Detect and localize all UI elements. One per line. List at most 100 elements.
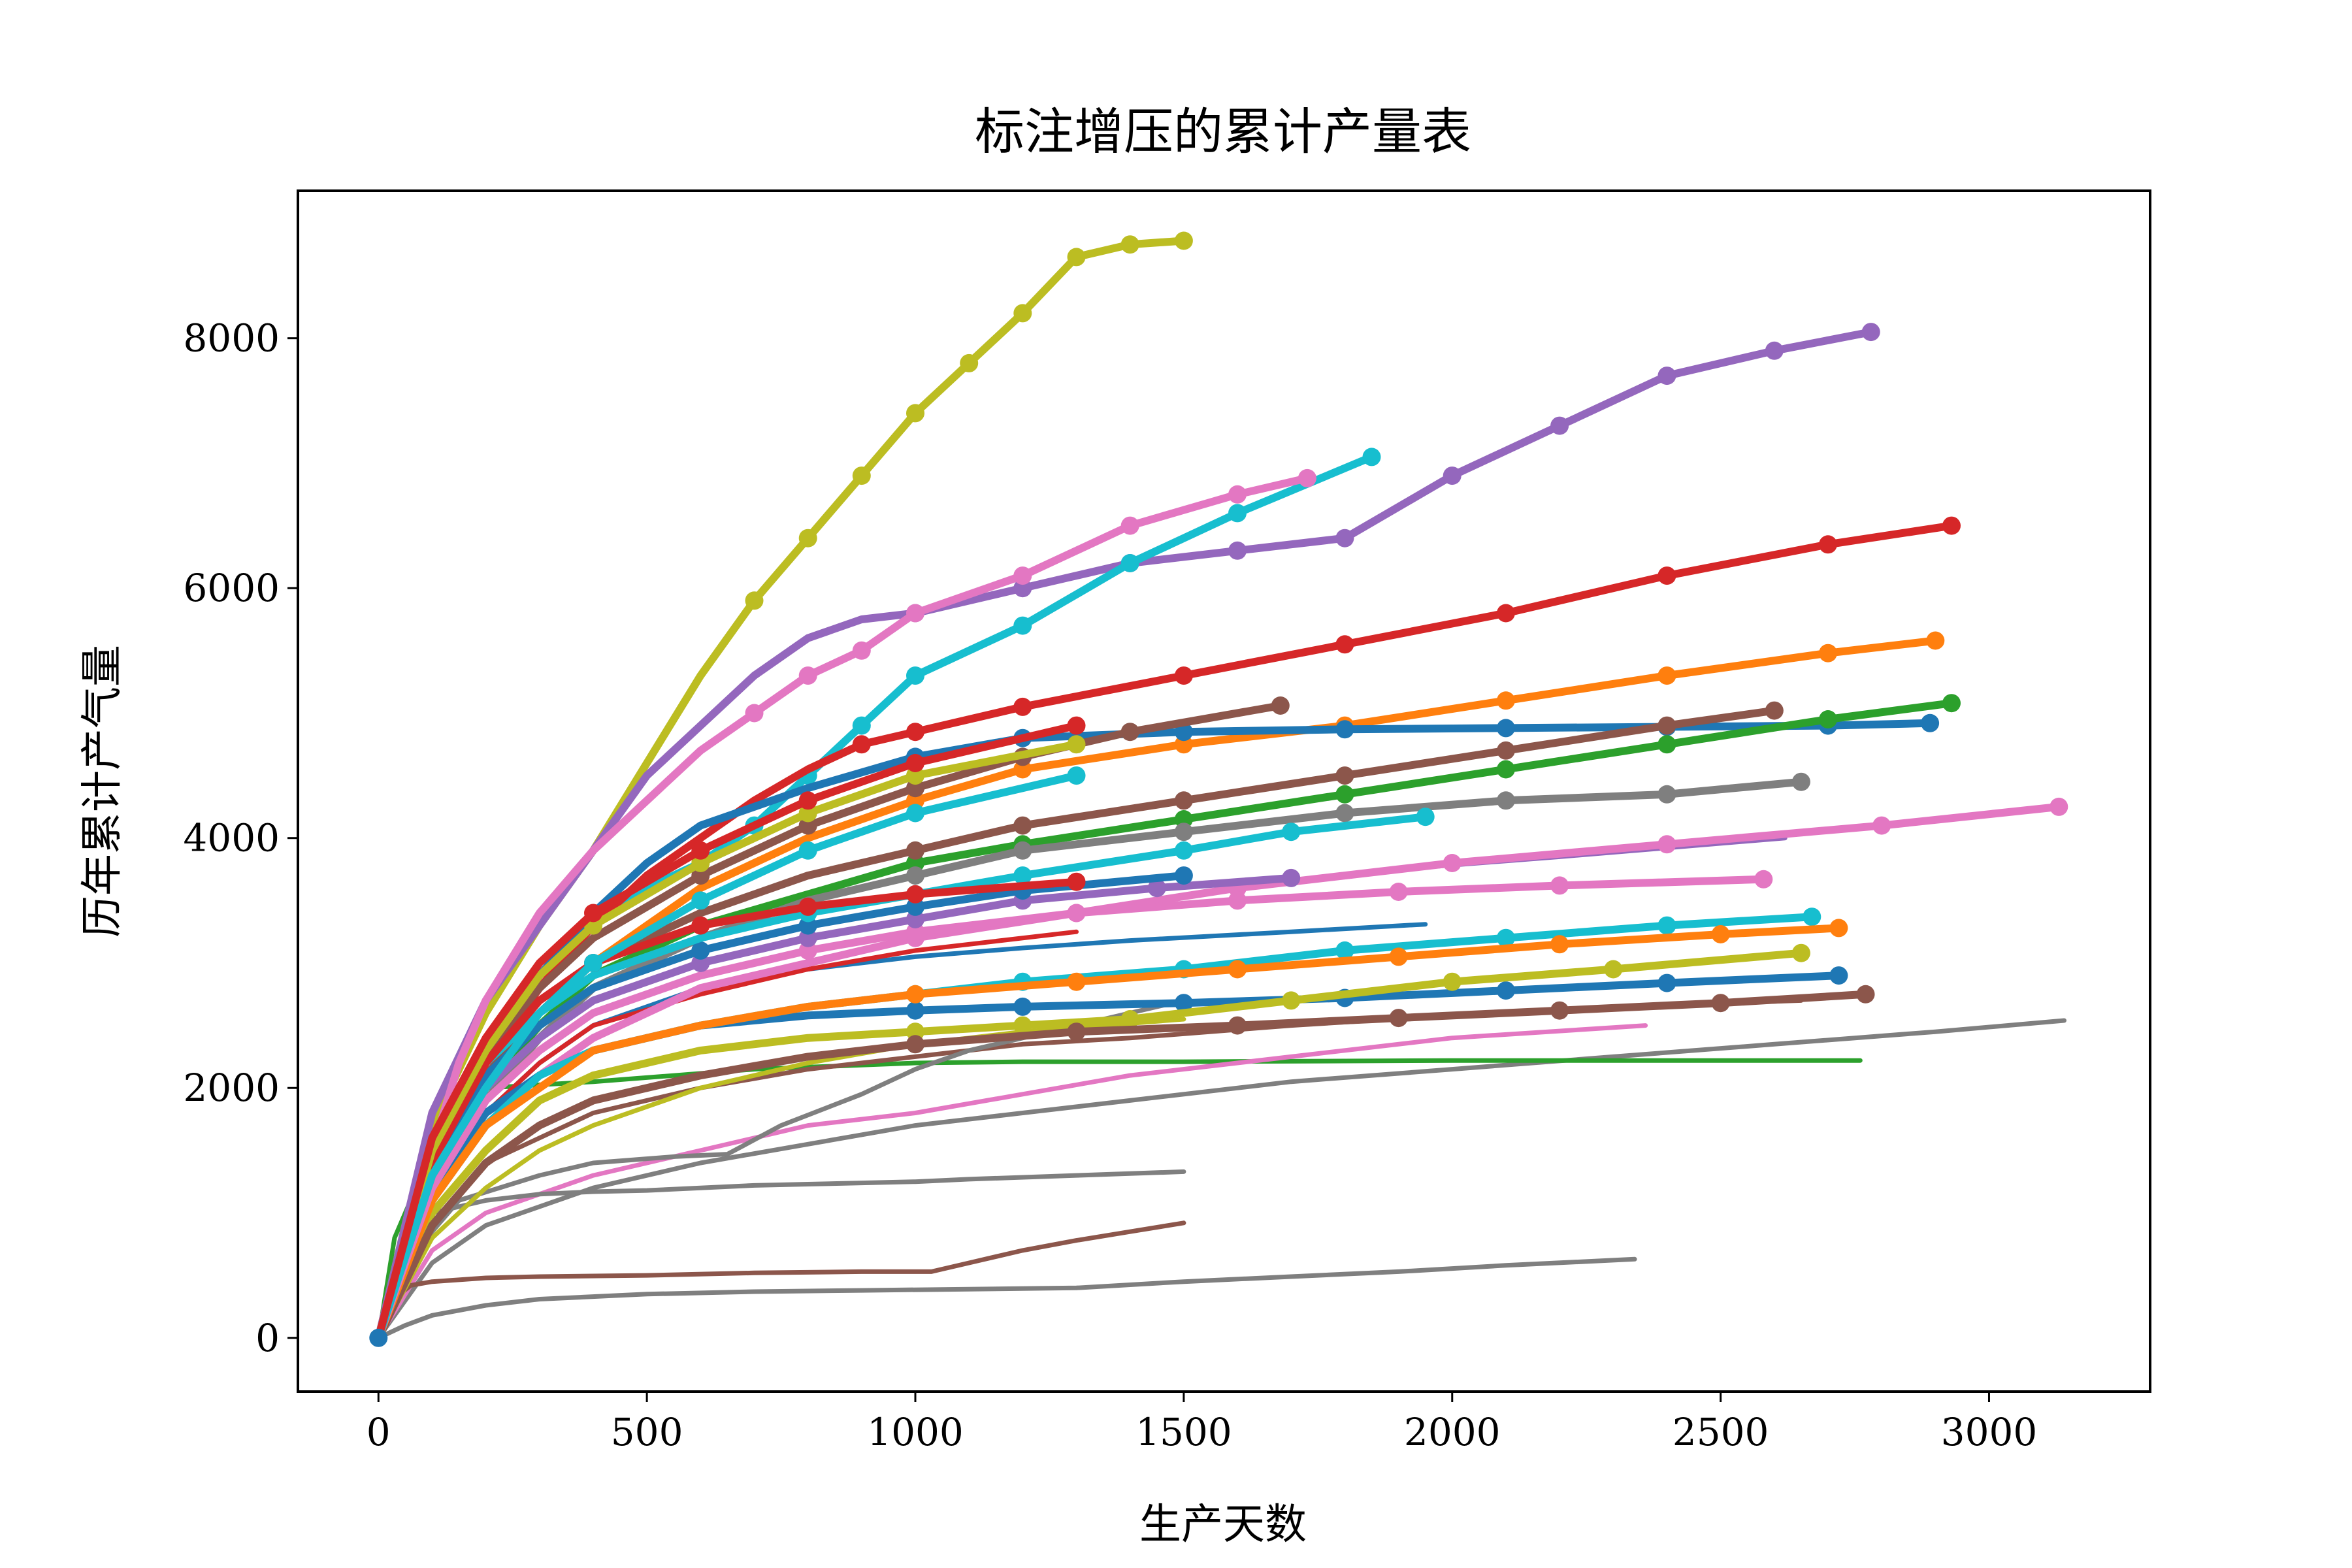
boost-marker (1228, 504, 1247, 523)
boost-marker (906, 1001, 924, 1020)
boost-marker (1765, 701, 1784, 720)
boost-marker (1013, 997, 1032, 1016)
boost-marker (1298, 468, 1316, 487)
y-tick-label: 4000 (183, 816, 280, 860)
boost-marker (1819, 644, 1837, 662)
boost-marker (1335, 941, 1354, 960)
series-line (374, 990, 1870, 1342)
boost-marker (1496, 928, 1515, 947)
boost-marker (906, 841, 924, 860)
boost-marker (1335, 720, 1354, 739)
boost-marker (1496, 691, 1515, 710)
boost-marker (1120, 554, 1139, 572)
boost-marker (1658, 566, 1676, 585)
boost-marker (1942, 516, 1961, 535)
boost-marker (691, 916, 710, 935)
x-tick-label: 0 (367, 1410, 391, 1454)
boost-marker (1228, 541, 1247, 560)
boost-marker (798, 897, 817, 916)
boost-marker (1658, 666, 1676, 685)
boost-marker (1282, 991, 1301, 1010)
boost-marker (1791, 772, 1810, 791)
boost-marker (1013, 566, 1032, 585)
x-tick-label: 3000 (1941, 1410, 2038, 1454)
x-axis-label: 生产天数 (1139, 1501, 1307, 1549)
series-line (376, 1256, 1637, 1341)
boost-marker (798, 941, 817, 960)
boost-marker (960, 353, 979, 372)
boost-marker (691, 841, 710, 860)
series-line (374, 924, 1843, 1342)
boost-marker (852, 641, 871, 660)
boost-marker (584, 954, 602, 972)
boost-marker (1856, 985, 1875, 1004)
x-tick-label: 2000 (1404, 1410, 1501, 1454)
boost-marker (1335, 635, 1354, 654)
boost-marker (745, 704, 764, 723)
boost-marker (1067, 972, 1086, 991)
boost-marker (1803, 907, 1821, 926)
boost-marker (1443, 466, 1462, 485)
x-tick-label: 1000 (867, 1410, 964, 1454)
boost-marker (1658, 716, 1676, 735)
boost-marker (1335, 766, 1354, 785)
boost-marker (1658, 785, 1676, 804)
boost-marker (1754, 870, 1773, 889)
series-line (374, 328, 1875, 1342)
boost-marker (1819, 535, 1837, 554)
series-line (376, 1018, 2066, 1341)
boost-marker (1147, 879, 1166, 898)
boost-marker (1711, 994, 1730, 1013)
boost-marker (1861, 323, 1880, 342)
boost-marker (1550, 1001, 1569, 1020)
y-tick-label: 0 (255, 1316, 280, 1360)
boost-marker (1416, 808, 1435, 826)
boost-marker (1013, 616, 1032, 635)
series-line (376, 998, 1186, 1341)
y-tick-label: 2000 (183, 1066, 280, 1110)
boost-marker (1496, 981, 1515, 1000)
y-axis: 0 2000 4000 6000 8000 (183, 316, 298, 1360)
boost-marker (798, 841, 817, 860)
boost-marker (1872, 816, 1891, 835)
boost-marker (1389, 1009, 1408, 1028)
boost-marker (906, 604, 924, 623)
chart-title: 标注增压的累计产量表 (975, 103, 1471, 161)
boost-marker (906, 923, 924, 941)
boost-marker (1228, 960, 1247, 979)
boost-marker (798, 666, 817, 685)
boost-marker (1013, 816, 1032, 835)
boost-marker (906, 404, 924, 423)
boost-marker (1013, 304, 1032, 323)
boost-marker (1711, 925, 1730, 943)
boost-marker (906, 754, 924, 772)
boost-marker (1335, 785, 1354, 804)
boost-marker (1389, 947, 1408, 966)
boost-marker (1067, 1022, 1086, 1041)
boost-marker (1120, 723, 1139, 742)
boost-marker (1791, 943, 1810, 962)
boost-marker (1271, 696, 1290, 715)
boost-marker (1362, 448, 1381, 466)
boost-marker (1443, 972, 1462, 991)
x-tick-label: 500 (611, 1410, 683, 1454)
boost-marker (1282, 823, 1301, 841)
boost-marker (1120, 235, 1139, 254)
series-line (374, 474, 1311, 1342)
boost-marker (745, 591, 764, 610)
boost-marker (798, 804, 817, 823)
boost-marker (691, 854, 710, 872)
boost-marker (906, 1035, 924, 1054)
boost-marker (1228, 1016, 1247, 1035)
boost-marker (1335, 529, 1354, 547)
boost-marker (1282, 868, 1301, 887)
boost-marker (906, 804, 924, 823)
boost-marker (852, 716, 871, 735)
boost-marker (1550, 416, 1569, 435)
boost-marker (1443, 854, 1462, 872)
boost-marker (1550, 876, 1569, 895)
boost-marker (1174, 666, 1193, 685)
series-layer (369, 231, 2068, 1347)
